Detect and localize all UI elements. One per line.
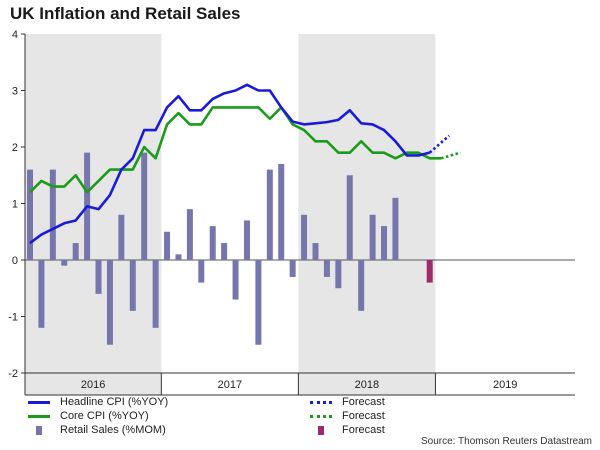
legend-headline-forecast: Forecast <box>310 396 385 408</box>
legend-headline: Headline CPI (%YOY) <box>28 396 168 408</box>
retail-sales-bar <box>49 169 56 260</box>
retail-sales-bar <box>209 226 216 260</box>
shade-2016 <box>25 34 162 395</box>
source-note: Source: Thomson Reuters Datastream <box>420 436 592 447</box>
y-tick-label: -1 <box>8 312 18 324</box>
retail-sales-bar <box>255 260 262 345</box>
retail-sales-bar <box>164 231 171 260</box>
y-tick-label: 2 <box>12 142 18 154</box>
retail-sales-bar <box>198 260 205 283</box>
legend-core-forecast-swatch <box>310 414 332 418</box>
legend-retail-forecast-swatch <box>318 425 324 435</box>
retail-sales-bar <box>72 243 79 260</box>
retail-sales-bar <box>61 260 68 266</box>
axes-layer: -2 -1 0 1 2 3 4 2016 2017 2018 2019 <box>8 29 575 396</box>
retail-sales-bar <box>243 220 250 260</box>
y-tick-label: 0 <box>12 255 18 267</box>
retail-sales-bar <box>232 260 239 300</box>
retail-sales-forecast-bar <box>426 260 433 283</box>
year-label: 2017 <box>218 379 242 391</box>
y-tick-label: 3 <box>12 86 18 98</box>
retail-sales-bar <box>27 169 33 260</box>
legend-core-label: Core CPI (%YOY) <box>60 410 149 422</box>
retail-sales-bar <box>358 260 365 311</box>
retail-sales-bar <box>152 260 159 328</box>
legend-headline-forecast-swatch <box>310 400 332 404</box>
retail-sales-bar <box>381 226 388 260</box>
core-cpi-line <box>29 106 442 194</box>
legend-forecast-label-3: Forecast <box>342 424 385 436</box>
chart-title: UK Inflation and Retail Sales <box>10 4 241 23</box>
retail-sales-bar <box>266 169 273 260</box>
retail-sales-bar <box>95 260 102 294</box>
retail-sales-bar <box>323 260 330 277</box>
retail-sales-bar <box>278 163 285 260</box>
y-tick-label: 1 <box>12 199 18 211</box>
legend-core: Core CPI (%YOY) <box>28 410 149 422</box>
year-shading-layer <box>25 34 436 395</box>
headline-cpi-forecast-line <box>428 134 450 154</box>
shade-2018 <box>298 34 436 395</box>
retail-bars-layer <box>27 152 433 345</box>
cpi-lines-layer <box>29 83 461 245</box>
retail-sales-bar <box>369 214 376 260</box>
retail-sales-bar <box>312 243 319 260</box>
legend-headline-label: Headline CPI (%YOY) <box>60 396 169 408</box>
legend-retail-label: Retail Sales (%MOM) <box>60 424 166 436</box>
legend-retail-swatch <box>36 425 42 435</box>
retail-sales-bar <box>221 243 228 260</box>
retail-sales-bar <box>301 214 308 260</box>
retail-sales-bar <box>175 254 182 260</box>
legend-core-forecast: Forecast <box>310 410 385 422</box>
legend-forecast-label-2: Forecast <box>342 410 385 422</box>
core-cpi-forecast-line <box>440 151 461 160</box>
year-label: 2018 <box>355 379 379 391</box>
retail-sales-bar <box>141 152 148 260</box>
legend-forecast-label-1: Forecast <box>342 396 385 408</box>
retail-sales-bar <box>289 260 296 277</box>
headline-cpi-line <box>29 83 431 245</box>
retail-sales-bar <box>38 260 45 328</box>
retail-sales-bar <box>118 214 125 260</box>
retail-sales-bar <box>186 209 193 260</box>
retail-sales-bar <box>335 260 342 289</box>
retail-sales-bar <box>106 260 113 345</box>
y-tick-label: -2 <box>8 368 18 380</box>
retail-sales-bar <box>346 175 353 260</box>
legend-core-swatch <box>28 414 50 418</box>
year-label: 2016 <box>81 379 105 391</box>
retail-sales-bar <box>129 260 136 311</box>
legend-retail-forecast: Forecast <box>310 424 385 436</box>
retail-sales-bar <box>392 197 399 260</box>
y-tick-label: 4 <box>12 29 18 41</box>
year-label: 2019 <box>493 379 517 391</box>
legend-headline-swatch <box>28 400 50 404</box>
legend-retail: Retail Sales (%MOM) <box>28 424 166 436</box>
